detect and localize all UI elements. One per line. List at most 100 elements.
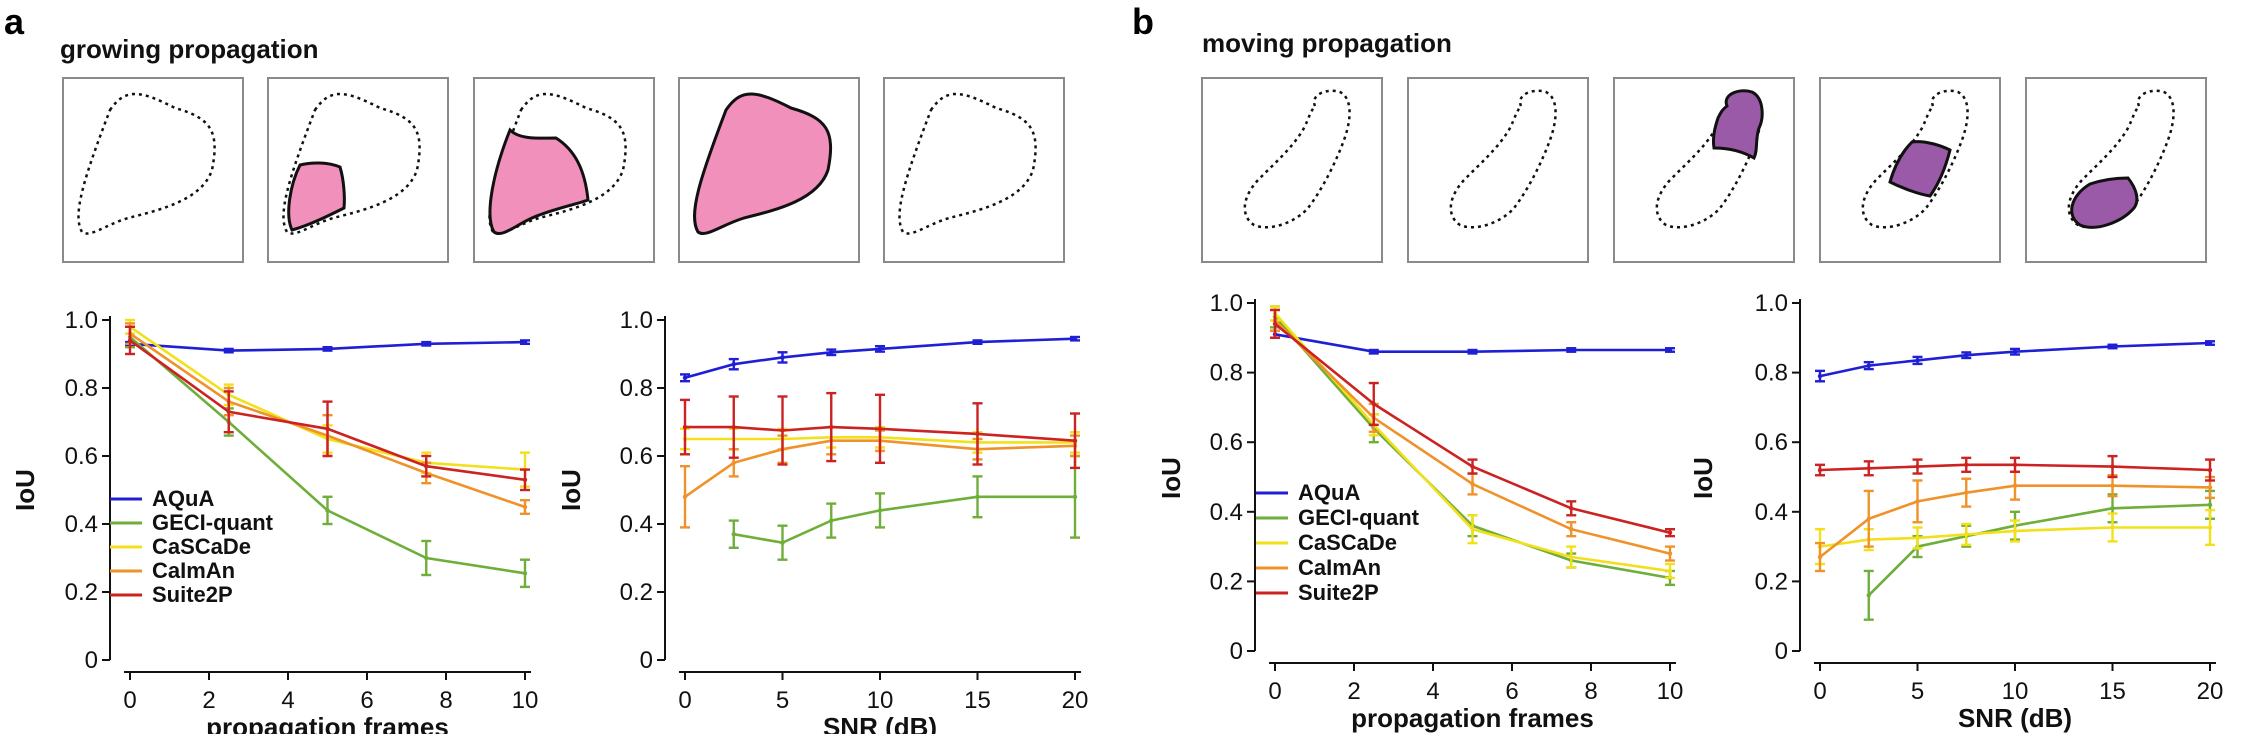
- x-axis-label: SNR (dB): [1958, 703, 2072, 733]
- data-point: [1569, 527, 1574, 532]
- data-point: [1866, 516, 1871, 521]
- x-tick-label: 6: [1505, 678, 1518, 705]
- data-point: [1371, 401, 1376, 407]
- data-point: [522, 339, 528, 345]
- series-suite2p: [1270, 308, 1675, 538]
- data-point: [682, 375, 688, 380]
- data-point: [877, 508, 883, 513]
- data-point: [1915, 358, 1920, 363]
- data-point: [1072, 336, 1078, 341]
- data-point: [2207, 340, 2213, 346]
- x-tick-label: 15: [2099, 678, 2126, 705]
- growing-frame-1: [62, 77, 244, 263]
- x-tick-label: 10: [867, 687, 894, 714]
- series-caiman: [1815, 470, 2215, 573]
- data-point: [1470, 527, 1475, 532]
- y-tick-label: 0.8: [65, 375, 98, 402]
- data-point: [1866, 363, 1871, 368]
- moving-outline-3: [1655, 89, 1763, 229]
- data-point: [1272, 321, 1278, 327]
- panel-b-letter: b: [1132, 1, 1154, 42]
- data-point: [127, 338, 133, 343]
- data-point: [829, 518, 834, 523]
- data-point: [1569, 554, 1574, 560]
- x-tick-label: 5: [1911, 678, 1924, 705]
- growing-frame-2: [267, 77, 449, 263]
- data-point: [1915, 535, 1920, 541]
- data-point: [424, 341, 429, 346]
- chart-a-snr: 0 0.2 0.4 0.6 0.8 1.0 0 5 10 15 20 SNR (dB) IoU: [556, 307, 1088, 734]
- y-tick-label: 1.0: [1755, 290, 1788, 317]
- data-point: [2110, 525, 2115, 530]
- growing-frame-3: [473, 77, 655, 263]
- x-axis-label: propagation frames: [1351, 703, 1594, 733]
- data-point: [1470, 464, 1475, 469]
- moving-outline-4: [1861, 89, 1969, 229]
- y-tick-label: 0: [1775, 638, 1788, 665]
- data-point: [1866, 466, 1871, 471]
- y-tick-label: 1.0: [620, 307, 653, 334]
- y-tick-label: 0.8: [1210, 360, 1243, 387]
- data-point: [1667, 568, 1673, 574]
- x-tick-label: 4: [281, 687, 294, 714]
- data-point: [975, 339, 980, 345]
- y-tick-label: 0.2: [1210, 568, 1243, 595]
- x-tick-label: 10: [512, 687, 539, 714]
- data-point: [1964, 532, 1969, 537]
- growing-frame-5: [883, 77, 1065, 263]
- data-point: [424, 555, 429, 561]
- data-point: [975, 431, 980, 437]
- series-aqua: [125, 339, 530, 354]
- data-point: [2110, 506, 2115, 511]
- x-tick-label: 5: [776, 687, 789, 714]
- x-tick-label: 10: [1657, 678, 1684, 705]
- x-tick-label: 8: [1584, 678, 1597, 705]
- chart-b-propagation: 0 0.2 0.4 0.6 0.8 1.0 0 2 4 6 8 10 propagation frame…: [1156, 290, 1683, 733]
- legend-label-cascade: CaSCaDe: [1298, 530, 1397, 555]
- y-tick-label: 0.2: [1755, 568, 1788, 595]
- data-point: [2207, 485, 2213, 490]
- data-point: [731, 460, 736, 465]
- moving-outline-2: [1449, 89, 1557, 229]
- series-aqua: [1270, 329, 1675, 355]
- legend-label-caiman: CaImAn: [1298, 555, 1381, 580]
- series-geci-quant: [728, 454, 1080, 561]
- growing-outline-5: [898, 92, 1037, 235]
- panel-a-letter: a: [4, 1, 25, 42]
- legend-label-suite2p: Suite2P: [152, 582, 233, 607]
- growing-outline-2: [282, 92, 421, 235]
- data-point: [325, 426, 330, 431]
- data-point: [1371, 349, 1376, 354]
- data-point: [731, 362, 736, 367]
- data-point: [731, 424, 736, 430]
- data-point: [2012, 349, 2018, 354]
- y-tick-label: 0: [85, 647, 98, 674]
- data-point: [2207, 525, 2213, 530]
- y-tick-label: 0.4: [620, 511, 653, 538]
- x-tick-label: 15: [964, 687, 991, 714]
- data-point: [1817, 554, 1823, 560]
- y-tick-label: 0.4: [1210, 499, 1243, 526]
- x-tick-label: 2: [202, 687, 215, 714]
- data-point: [2207, 502, 2213, 508]
- data-point: [325, 508, 330, 513]
- panel-b-title: moving propagation: [1202, 28, 1452, 58]
- x-tick-label: 0: [1813, 678, 1826, 705]
- y-axis-label: IoU: [10, 469, 40, 511]
- x-tick-label: 6: [360, 687, 373, 714]
- data-point: [1915, 499, 1920, 504]
- legend-label-geci-quant: GECI-quant: [152, 510, 274, 535]
- y-tick-label: 1.0: [65, 307, 98, 334]
- series-suite2p: [1815, 454, 2215, 482]
- data-point: [2012, 483, 2018, 488]
- y-axis-label: IoU: [1156, 457, 1186, 499]
- y-axis-label: IoU: [1688, 457, 1718, 499]
- x-tick-label: 10: [2002, 678, 2029, 705]
- data-point: [780, 355, 785, 360]
- panel-a-title: growing propagation: [60, 34, 319, 64]
- x-tick-label: 0: [678, 687, 691, 714]
- y-tick-label: 0.2: [620, 579, 653, 606]
- moving-fill-4: [1888, 140, 1952, 198]
- data-point: [2207, 467, 2213, 473]
- data-point: [1915, 464, 1920, 469]
